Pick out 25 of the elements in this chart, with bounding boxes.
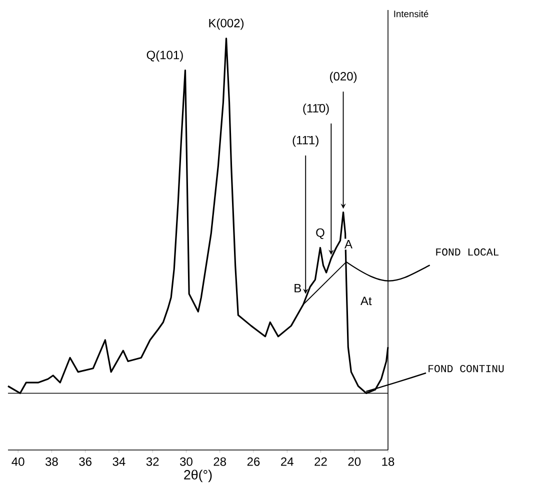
annotation: At bbox=[360, 296, 372, 306]
y-axis-title: Intensité bbox=[394, 10, 428, 18]
annotation: Q(101) bbox=[146, 50, 183, 62]
annotation: K(002) bbox=[209, 18, 244, 30]
x-tick-label: 34 bbox=[112, 457, 126, 466]
annotation: B bbox=[294, 284, 302, 292]
x-tick-label: 32 bbox=[146, 457, 159, 466]
annotation: (020) bbox=[330, 72, 357, 83]
x-tick-label: 24 bbox=[281, 457, 294, 466]
x-tick-label: 26 bbox=[247, 457, 260, 466]
annotation: A bbox=[344, 240, 352, 248]
ref-line-label: FOND CONTINU bbox=[428, 364, 504, 372]
x-tick-label: 38 bbox=[46, 457, 58, 466]
x-tick-label: 30 bbox=[180, 457, 192, 466]
x-tick-label: 20 bbox=[348, 457, 361, 466]
x-tick-label: 36 bbox=[79, 457, 92, 466]
x-tick-label: 28 bbox=[214, 457, 226, 466]
x-tick-label: 18 bbox=[382, 457, 394, 466]
x-axis-title: 2θ(°) bbox=[184, 470, 212, 482]
x-tick-label: 22 bbox=[314, 457, 327, 466]
annotation: (11̄1) bbox=[292, 136, 318, 147]
text: FOND LOCAL bbox=[436, 248, 499, 256]
annotation: (11̄0) bbox=[303, 104, 329, 115]
x-tick-label: 40 bbox=[12, 457, 24, 466]
annotation: Q bbox=[316, 228, 324, 240]
